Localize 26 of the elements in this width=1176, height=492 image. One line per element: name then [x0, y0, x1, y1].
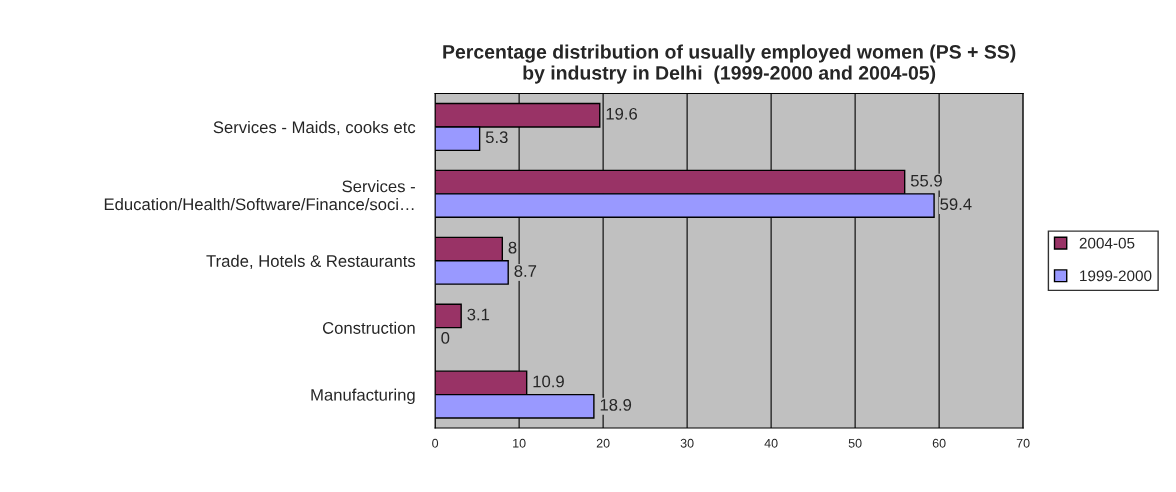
x-tick-label: 20 — [596, 438, 610, 448]
legend-label: 2004-05 — [1079, 237, 1135, 249]
legend-label: 1999-2000 — [1080, 270, 1152, 282]
data-label: 55.9 — [910, 174, 942, 187]
data-label: 18.9 — [600, 398, 632, 411]
x-tick-label: 40 — [764, 438, 778, 448]
x-tick-label: 50 — [848, 438, 862, 448]
data-label: 8.7 — [514, 265, 537, 277]
y-tick-label: Manufacturing — [311, 388, 415, 405]
data-label: 19.6 — [606, 107, 638, 120]
data-label: 3.1 — [467, 308, 490, 321]
x-tick-label: 70 — [1016, 438, 1030, 448]
data-label: 5.3 — [485, 131, 508, 144]
data-label: 59.4 — [940, 198, 972, 211]
x-tick-label: 10 — [513, 438, 526, 448]
y-tick-label: Services - Maids, cooks etc — [213, 120, 416, 136]
data-label: 8 — [508, 241, 517, 254]
data-label: 0 — [441, 332, 450, 344]
y-tick-label: Services - Education/Health/Software/Finance/soci… — [104, 180, 415, 211]
y-tick-label: Trade, Hotels & Restaurants — [206, 254, 416, 269]
x-tick-label: 0 — [432, 438, 439, 448]
x-tick-label: 60 — [932, 438, 946, 448]
data-label: 10.9 — [533, 375, 564, 388]
chart-title: Percentage distribution of usually employed women (PS + SS) by industry in Delhi (1999-2000 and 2004-05) — [443, 44, 1016, 84]
y-tick-label: Construction — [322, 321, 415, 334]
x-tick-label: 30 — [680, 438, 694, 448]
